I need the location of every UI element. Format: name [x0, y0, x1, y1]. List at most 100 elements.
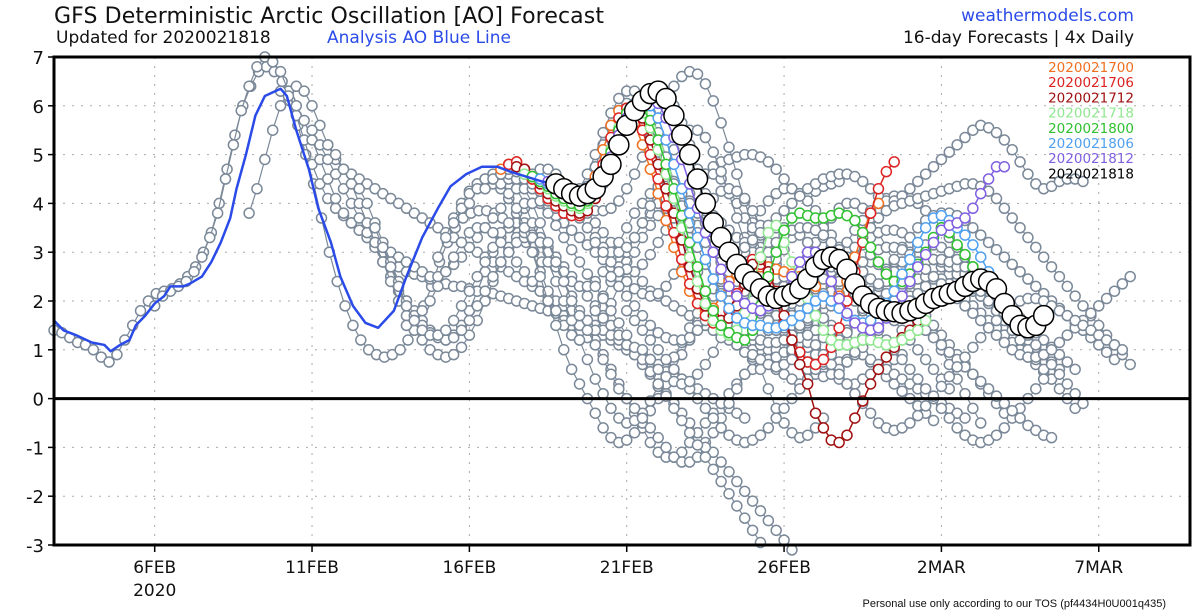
- gray-forecast-point: [864, 407, 877, 419]
- gray-forecast-point: [597, 292, 609, 305]
- gray-forecast-point: [463, 285, 476, 297]
- gray-forecast-point: [841, 356, 853, 368]
- gray-forecast-point: [1116, 344, 1129, 356]
- gray-forecast-point: [888, 253, 900, 266]
- legend: 2020021700202002170620200217122020021718…: [1048, 60, 1134, 182]
- forecast-2020021806-point: [699, 253, 712, 266]
- gray-forecast-point: [581, 222, 594, 234]
- forecast-2020021812-point: [896, 290, 908, 302]
- gray-forecast-point: [1045, 344, 1058, 356]
- gray-forecast-point: [974, 314, 987, 327]
- y-tick-label: -3: [26, 536, 44, 557]
- forecast-2020021806-point: [723, 302, 735, 315]
- gray-forecast-point: [668, 363, 680, 376]
- gray-forecast-point: [778, 204, 790, 217]
- gray-forecast-point: [565, 295, 578, 307]
- gray-forecast-point: [990, 314, 1003, 327]
- gray-forecast-point: [259, 153, 271, 166]
- gray-forecast-point: [1030, 241, 1042, 254]
- gray-forecast-point: [526, 246, 539, 258]
- y-tick-label: 6: [33, 97, 44, 118]
- gray-forecast-point: [502, 246, 515, 258]
- forecast-2020021806-point: [919, 222, 932, 234]
- gray-forecast-point: [644, 422, 657, 434]
- prior-forecasts-gray: [48, 51, 1136, 556]
- gray-forecast-point: [636, 324, 649, 337]
- gray-forecast-point: [652, 378, 664, 390]
- gray-forecast-point: [455, 341, 468, 354]
- gray-forecast-point: [306, 124, 318, 136]
- gray-forecast-point: [660, 353, 672, 366]
- gray-forecast-point: [605, 368, 617, 380]
- forecast-2020021800-point: [778, 224, 790, 236]
- gray-forecast-point: [762, 422, 775, 434]
- site-brand[interactable]: weathermodels.com: [961, 6, 1134, 26]
- forecast-2020021712-point: [801, 378, 814, 390]
- gray-forecast-point: [103, 356, 115, 368]
- gray-forecast-point: [274, 100, 287, 112]
- gray-forecast-point: [384, 261, 397, 273]
- gray-forecast-point: [620, 290, 633, 302]
- gray-forecast-point: [455, 300, 468, 312]
- gray-forecast-point: [1045, 431, 1058, 444]
- gray-forecast-point: [620, 183, 633, 195]
- legend-entry-2020021818: 2020021818: [1048, 166, 1134, 182]
- gray-forecast-point: [746, 234, 759, 246]
- forecast-2020021812-point: [841, 307, 853, 319]
- forecast-2020021712-point: [794, 358, 806, 371]
- gray-forecast-point: [613, 317, 625, 329]
- gray-forecast-point: [620, 241, 633, 254]
- legend-entry-2020021812: 2020021812: [1048, 151, 1134, 167]
- gray-forecast-point: [849, 346, 861, 358]
- gray-forecast-point: [597, 246, 609, 258]
- gray-forecast-point: [573, 334, 586, 346]
- gray-forecast-point: [597, 312, 609, 324]
- gray-forecast-point: [1053, 336, 1066, 349]
- forecast-2020021806-point: [801, 302, 814, 315]
- gray-forecast-point: [683, 375, 696, 388]
- gray-forecast-point: [990, 329, 1003, 341]
- gray-forecast-point: [998, 422, 1011, 434]
- gray-forecast-point: [322, 139, 334, 151]
- gray-forecast-point: [298, 85, 310, 97]
- gray-forecast-point: [1030, 383, 1042, 395]
- forecast-2020021806-point: [896, 268, 908, 280]
- gray-forecast-point: [990, 192, 1003, 205]
- forecast-2020021706-point: [660, 200, 672, 212]
- forecast-2020021712-point: [833, 436, 845, 449]
- gray-forecast-point: [762, 195, 775, 207]
- gray-forecast-point: [573, 256, 586, 268]
- analysis-ao-line: [53, 87, 561, 353]
- gray-forecast-point: [542, 295, 554, 307]
- gray-forecast-point: [652, 236, 664, 249]
- gray-forecast-point: [455, 324, 468, 337]
- gray-forecast-point: [943, 412, 956, 424]
- gray-forecast-point: [1022, 231, 1034, 244]
- gray-forecast-point: [943, 146, 956, 158]
- gray-forecast-point: [542, 236, 554, 249]
- forecast-2020021706-point: [817, 353, 830, 366]
- gray-forecast-point: [1030, 339, 1042, 351]
- forecast-2020021812-point: [967, 202, 979, 215]
- gray-forecast-point: [856, 175, 869, 188]
- forecast-2020021812-point: [731, 290, 743, 302]
- gray-forecast-point: [534, 217, 546, 229]
- gray-forecast-point: [817, 229, 830, 241]
- gray-forecast-point: [998, 251, 1011, 263]
- gray-forecast-point: [644, 248, 657, 261]
- gray-forecast-point: [479, 256, 491, 268]
- gray-forecast-point: [683, 331, 696, 344]
- gray-forecast-point: [355, 334, 367, 346]
- forecast-2020021706-point: [888, 156, 900, 168]
- forecast-2020021706-point: [833, 322, 845, 334]
- gray-forecast-point: [440, 324, 452, 337]
- y-tick-label: 7: [33, 48, 44, 69]
- gray-forecast-point: [770, 524, 782, 537]
- forecast-2020021800-point: [707, 305, 720, 317]
- gray-forecast-point: [1030, 280, 1042, 293]
- forecast-2020021800-point: [715, 319, 727, 332]
- gray-forecast-point: [967, 307, 979, 319]
- gray-forecast-point: [762, 156, 775, 168]
- gray-forecast-point: [982, 383, 995, 395]
- gray-forecast-point: [329, 148, 342, 161]
